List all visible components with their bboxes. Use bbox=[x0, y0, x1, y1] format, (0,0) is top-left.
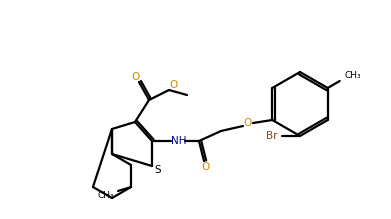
Text: Br: Br bbox=[266, 131, 278, 141]
Text: S: S bbox=[155, 165, 161, 175]
Text: O: O bbox=[131, 72, 139, 82]
Text: O: O bbox=[170, 80, 178, 90]
Text: CH₃: CH₃ bbox=[344, 71, 361, 79]
Text: O: O bbox=[244, 118, 252, 128]
Text: CH₃: CH₃ bbox=[98, 191, 114, 200]
Text: NH: NH bbox=[171, 136, 187, 146]
Text: O: O bbox=[202, 162, 210, 172]
